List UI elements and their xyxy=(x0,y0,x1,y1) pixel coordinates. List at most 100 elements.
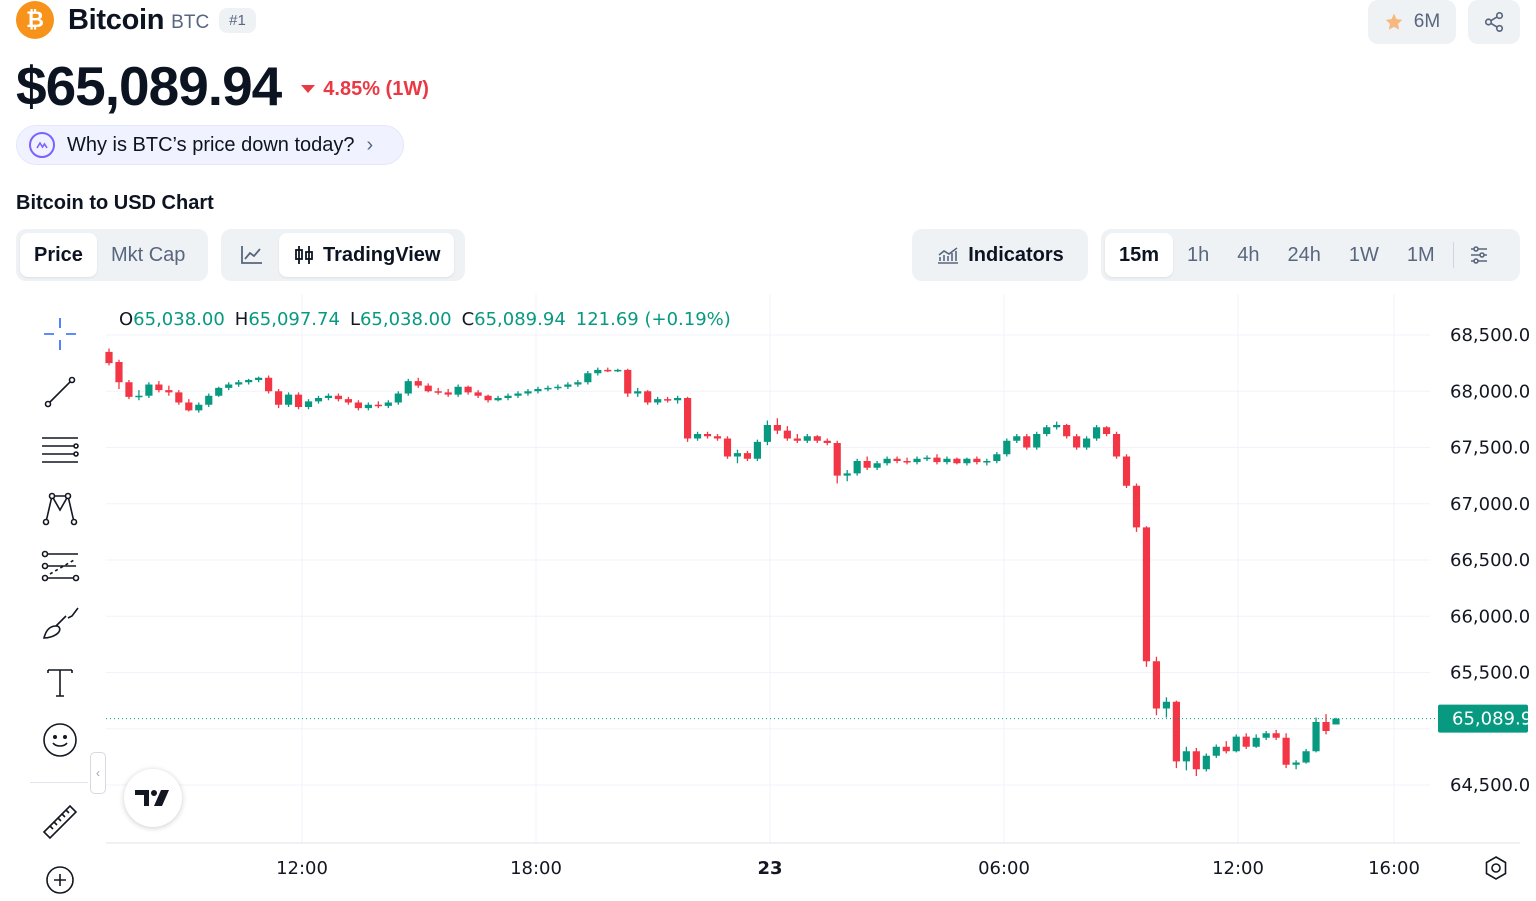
candle-body xyxy=(1142,527,1151,662)
brush-tool[interactable] xyxy=(30,600,90,648)
text-icon xyxy=(47,669,73,697)
candle xyxy=(364,402,372,411)
emoji-tool[interactable] xyxy=(30,716,90,764)
timeframe-4h[interactable]: 4h xyxy=(1237,243,1260,266)
chart-axes: 68,500.0 68,000.0 67,500.0 67,000.0 66,500.0… xyxy=(106,325,1532,879)
tradingview-logo[interactable] xyxy=(124,769,182,827)
trend-line-tool[interactable] xyxy=(30,368,90,416)
candle xyxy=(125,380,133,400)
candle-body xyxy=(654,399,662,403)
candle xyxy=(175,390,183,405)
chart-settings-gear[interactable] xyxy=(1480,852,1512,884)
ruler-tool[interactable] xyxy=(30,798,90,846)
candle xyxy=(1112,431,1121,459)
y-tick-label: 68,500.0 xyxy=(1450,325,1530,346)
tab-mkt-cap[interactable]: Mkt Cap xyxy=(110,243,186,266)
candle-body xyxy=(1212,746,1220,756)
candle-body xyxy=(713,436,722,439)
candle xyxy=(1262,731,1270,740)
why-price-down-pill[interactable]: Why is BTC’s price down today? › xyxy=(16,125,404,165)
chart-settings-button[interactable] xyxy=(1458,233,1500,277)
timeframe-1m[interactable]: 1M xyxy=(1406,243,1435,266)
candle xyxy=(514,391,522,398)
candle-body xyxy=(484,395,492,401)
share-button[interactable] xyxy=(1468,0,1520,44)
candle-body xyxy=(1063,425,1071,437)
tab-price[interactable]: Price xyxy=(20,233,97,277)
candle xyxy=(763,420,771,446)
candle xyxy=(793,434,801,443)
price-chart[interactable]: 68,500.0 68,000.0 67,500.0 67,000.0 66,500.0… xyxy=(0,294,1536,901)
candle xyxy=(614,368,622,373)
candle xyxy=(1003,438,1011,457)
candle-body xyxy=(235,382,243,385)
candle xyxy=(135,390,143,401)
ruler-icon xyxy=(42,804,78,840)
candle xyxy=(354,400,362,411)
candle-body xyxy=(1272,733,1280,738)
horizontal-lines-icon xyxy=(42,437,79,463)
timeframe-15m[interactable]: 15m xyxy=(1105,233,1174,277)
candle xyxy=(584,371,592,385)
candle-body xyxy=(1053,425,1061,428)
candle-body xyxy=(1182,751,1190,762)
x-tick-label: 16:00 xyxy=(1368,858,1420,879)
candle xyxy=(524,389,532,396)
timeframe-1w[interactable]: 1W xyxy=(1348,243,1379,266)
toolbar-collapse-button[interactable]: ‹ xyxy=(90,752,106,794)
last-price-tag xyxy=(1438,704,1528,733)
candle-body xyxy=(404,381,412,394)
candle-body xyxy=(1162,701,1171,709)
y-tick-label: 66,500.0 xyxy=(1450,550,1530,571)
candle xyxy=(1172,700,1180,769)
candle-body xyxy=(963,458,971,464)
candle-body xyxy=(474,392,482,396)
candle-body xyxy=(893,458,901,461)
candle xyxy=(464,385,472,395)
text-tool[interactable] xyxy=(30,658,90,706)
y-tick-label: 64,500.0 xyxy=(1450,775,1530,796)
watchlist-button[interactable]: 6M xyxy=(1368,0,1456,44)
candle-body xyxy=(364,404,372,409)
candlestick-icon xyxy=(295,246,313,264)
candle-body xyxy=(314,398,323,402)
chart-grid xyxy=(106,294,1430,843)
candle-body xyxy=(803,436,811,441)
candle-body xyxy=(274,391,283,405)
line-chart-icon xyxy=(241,246,262,264)
x-tick-label: 12:00 xyxy=(1212,858,1264,879)
candle xyxy=(1192,747,1200,776)
candle xyxy=(1043,425,1051,437)
candle xyxy=(374,401,382,409)
candle xyxy=(803,434,811,443)
candle xyxy=(743,450,752,461)
candle xyxy=(255,376,263,383)
candle xyxy=(1023,434,1031,450)
candle xyxy=(434,387,442,395)
candle xyxy=(265,375,273,394)
timeframe-1h[interactable]: 1h xyxy=(1187,243,1210,266)
candle-body xyxy=(145,384,153,396)
horizontal-lines-tool[interactable] xyxy=(30,426,90,474)
candle xyxy=(225,382,233,391)
candle xyxy=(1063,423,1071,439)
tradingview-button[interactable]: TradingView xyxy=(279,233,455,277)
indicators-button[interactable]: Indicators xyxy=(912,229,1088,281)
candle xyxy=(604,367,612,373)
x-tick-label: 18:00 xyxy=(510,858,562,879)
forecast-tool[interactable] xyxy=(30,542,90,590)
candle-body xyxy=(973,458,981,463)
candle-body xyxy=(993,454,1001,461)
candle xyxy=(474,390,482,398)
candle xyxy=(294,392,303,410)
pattern-tool[interactable] xyxy=(30,484,90,532)
candle xyxy=(1033,431,1041,450)
zoom-in-tool[interactable] xyxy=(30,856,90,901)
candle-body xyxy=(414,381,422,386)
share-icon xyxy=(1484,12,1504,32)
timeframe-24h[interactable]: 24h xyxy=(1287,243,1321,266)
crosshair-tool[interactable] xyxy=(30,310,90,358)
candle-body xyxy=(1312,722,1320,752)
line-view-button[interactable] xyxy=(225,233,279,277)
brush-icon xyxy=(42,607,79,639)
